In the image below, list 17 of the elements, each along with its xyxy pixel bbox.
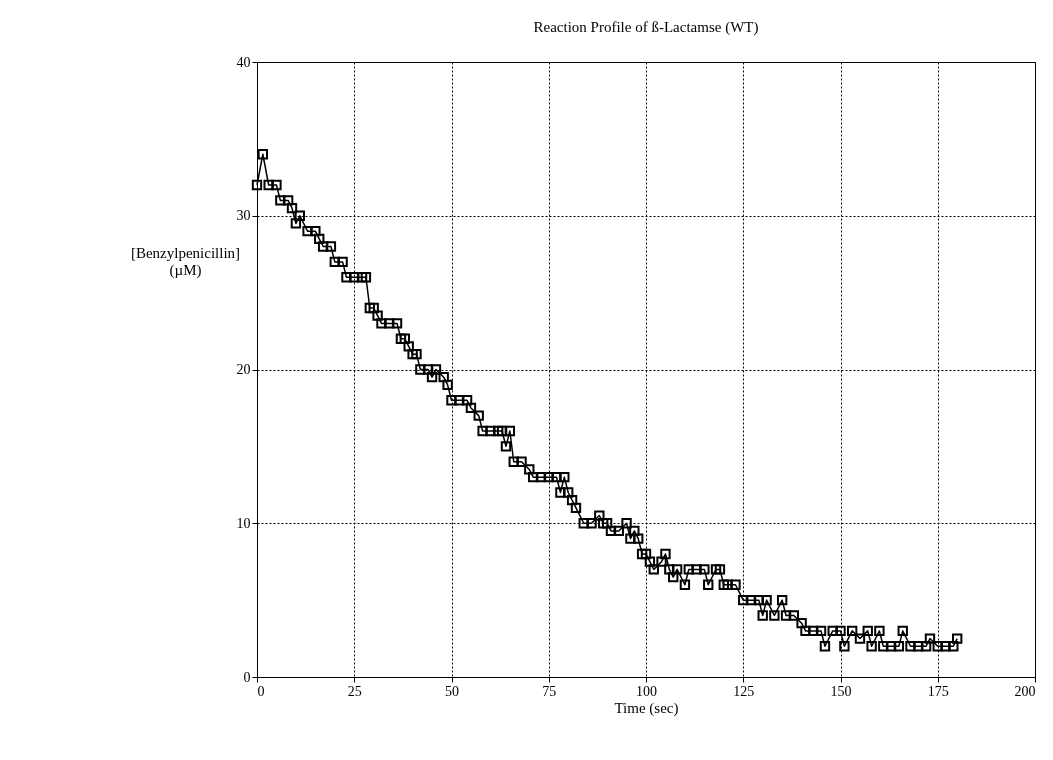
x-tick-label: 100 xyxy=(636,683,657,699)
y-axis-title: [Benzylpenicillin] (µM) xyxy=(130,244,241,279)
x-tick-label: 50 xyxy=(445,683,459,699)
x-tick-label: 150 xyxy=(830,683,852,699)
y-tick-label: 10 xyxy=(236,515,251,531)
x-tick-label: 25 xyxy=(347,683,362,699)
y-tick-label: 30 xyxy=(236,208,251,224)
x-tick-label: 125 xyxy=(733,683,755,699)
chart-title: Reaction Profile of ß-Lactamse (WT) xyxy=(533,19,759,36)
x-tick-label: 200 xyxy=(1014,683,1036,699)
y-tick-label: 40 xyxy=(236,54,251,70)
x-tick-label: 75 xyxy=(542,683,557,699)
x-axis-title: Time (sec) xyxy=(614,699,679,717)
y-tick-label: 20 xyxy=(236,362,251,377)
y-tick-label: 0 xyxy=(243,669,251,685)
x-tick-label: 175 xyxy=(927,683,949,699)
x-tick-label: 0 xyxy=(257,683,265,699)
